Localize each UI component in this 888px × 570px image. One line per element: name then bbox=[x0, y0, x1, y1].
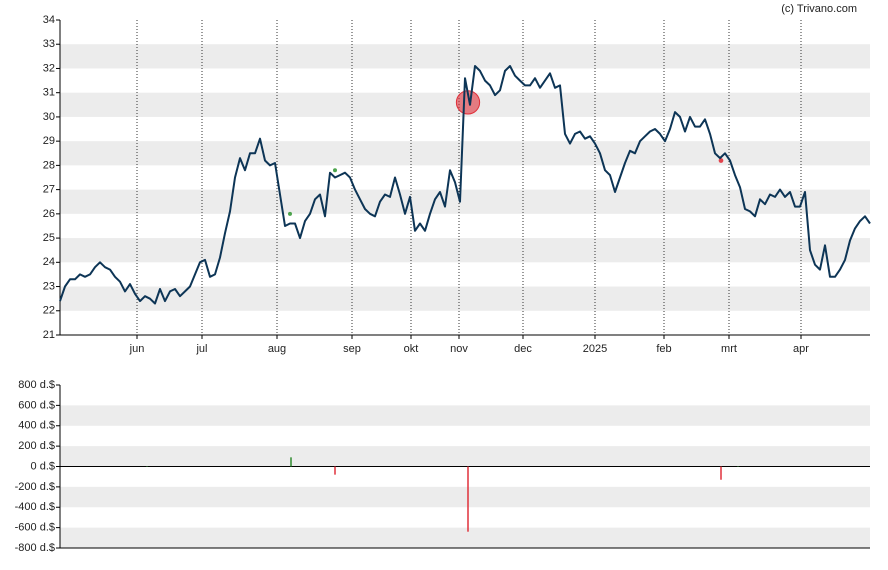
credit: (c) Trivano.com bbox=[781, 3, 857, 15]
y-tick-label: 22 bbox=[43, 305, 55, 317]
x-tick-label: jun bbox=[129, 343, 145, 355]
y-tick-label: -800 d.$ bbox=[15, 542, 55, 554]
event-marker bbox=[333, 168, 337, 173]
price-line bbox=[59, 65, 871, 305]
y-tick-label: 24 bbox=[43, 256, 55, 268]
y-tick-label: 0 d.$ bbox=[31, 460, 55, 472]
grid-band bbox=[60, 44, 870, 69]
y-tick-label: 29 bbox=[43, 135, 55, 147]
grid-band bbox=[60, 486, 870, 508]
y-tick-label: 600 d.$ bbox=[18, 399, 55, 411]
grid-band bbox=[60, 189, 870, 214]
x-tick-label: aug bbox=[268, 343, 286, 355]
grid-band bbox=[60, 238, 870, 263]
y-tick-label: 25 bbox=[43, 232, 55, 244]
y-tick-label: 400 d.$ bbox=[18, 420, 55, 432]
x-tick-label: okt bbox=[404, 343, 419, 355]
y-tick-label: 800 d.$ bbox=[18, 379, 55, 391]
y-tick-label: 27 bbox=[43, 184, 55, 196]
y-tick-label: -600 d.$ bbox=[15, 522, 55, 534]
y-tick-label: 200 d.$ bbox=[18, 440, 55, 452]
grid-band bbox=[60, 141, 870, 166]
x-tick-label: sep bbox=[343, 343, 361, 355]
event-marker bbox=[288, 211, 292, 216]
y-tick-label: 23 bbox=[43, 280, 55, 292]
x-tick-label: nov bbox=[450, 343, 468, 355]
y-tick-label: 31 bbox=[43, 87, 55, 99]
grid-band bbox=[60, 405, 870, 426]
x-tick-label: 2025 bbox=[583, 343, 607, 355]
y-tick-label: -200 d.$ bbox=[15, 481, 55, 493]
y-tick-label: 34 bbox=[43, 14, 55, 26]
y-tick-label: 26 bbox=[43, 208, 55, 220]
x-tick-label: feb bbox=[656, 343, 671, 355]
y-tick-label: 30 bbox=[43, 111, 55, 123]
grid-band bbox=[60, 286, 870, 311]
y-tick-label: 33 bbox=[43, 38, 55, 50]
grid-band bbox=[60, 446, 870, 467]
x-tick-label: jul bbox=[195, 343, 207, 355]
y-tick-label: 28 bbox=[43, 159, 55, 171]
x-tick-label: apr bbox=[793, 343, 809, 355]
grid-band bbox=[60, 527, 870, 548]
y-tick-label: 32 bbox=[43, 62, 55, 74]
y-tick-label: -400 d.$ bbox=[15, 501, 55, 513]
y-tick-label: 21 bbox=[43, 329, 55, 341]
x-tick-label: dec bbox=[514, 343, 532, 355]
x-tick-label: mrt bbox=[721, 343, 737, 355]
event-marker bbox=[718, 158, 724, 163]
